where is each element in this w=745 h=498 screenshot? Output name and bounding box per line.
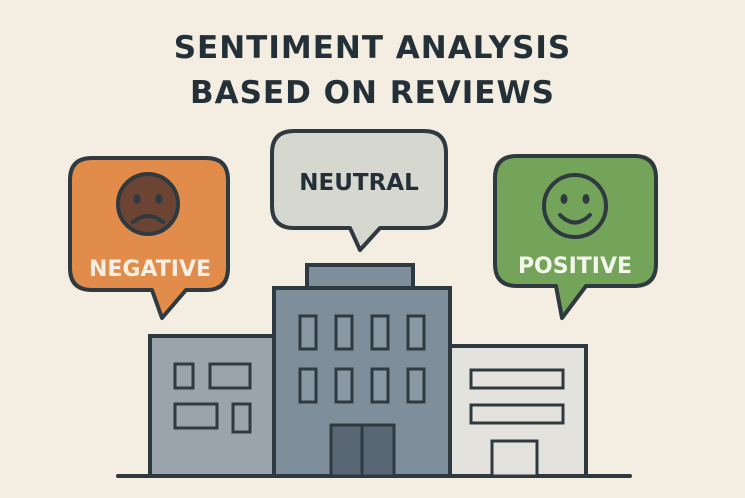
negative-label: NEGATIVE <box>89 257 211 282</box>
positive-bubble: POSITIVE <box>493 154 658 320</box>
neutral-bubble: NEUTRAL <box>270 129 448 252</box>
neutral-label: NEUTRAL <box>299 170 419 196</box>
right-building <box>446 344 588 478</box>
left-building <box>148 334 280 478</box>
main-building <box>272 263 452 478</box>
title-line-2: BASED ON REVIEWS <box>189 75 555 111</box>
window <box>208 362 252 390</box>
happy-face-icon <box>542 173 608 239</box>
window <box>370 314 390 351</box>
positive-label: POSITIVE <box>518 254 632 279</box>
door <box>490 439 539 478</box>
title-line-1: SENTIMENT ANALYSIS <box>173 30 572 66</box>
window <box>469 368 565 390</box>
window <box>298 314 318 351</box>
window <box>334 367 354 404</box>
window <box>173 362 195 390</box>
window <box>469 403 565 425</box>
window <box>370 367 390 404</box>
window <box>231 402 252 434</box>
window <box>173 402 219 430</box>
window <box>298 367 318 404</box>
negative-bubble: NEGATIVE <box>68 156 230 320</box>
window <box>406 367 426 404</box>
window <box>406 314 426 351</box>
window <box>334 314 354 351</box>
sad-face-icon <box>116 172 180 236</box>
